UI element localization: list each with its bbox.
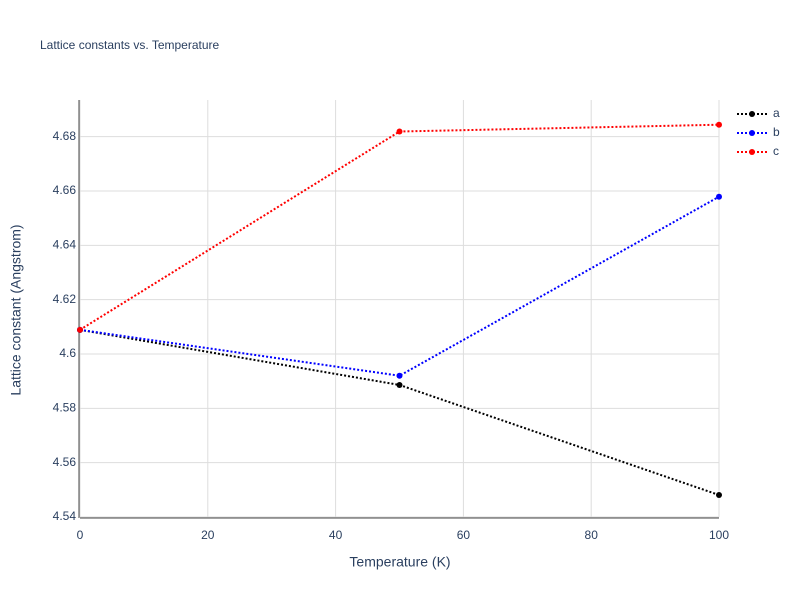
y-tick-label: 4.56 (53, 455, 77, 469)
y-tick-label: 4.68 (53, 129, 77, 143)
chart-title: Lattice constants vs. Temperature (40, 38, 220, 52)
x-axis-label: Temperature (K) (349, 554, 450, 570)
legend-marker (749, 130, 755, 136)
x-tick-label: 100 (709, 528, 729, 542)
data-point (716, 491, 722, 498)
y-tick-label: 4.64 (53, 238, 77, 252)
y-tick-label: 4.54 (53, 509, 77, 523)
data-point (396, 381, 403, 388)
x-tick-label: 80 (585, 528, 599, 542)
x-tick-label: 0 (77, 528, 84, 542)
series-line (79, 195, 720, 377)
x-tick-label: 60 (457, 528, 471, 542)
y-tick-label: 4.58 (53, 401, 77, 415)
data-point (716, 193, 722, 200)
data-point (396, 372, 403, 379)
series-line (79, 328, 720, 496)
legend-label: c (773, 144, 779, 158)
series-line (79, 123, 720, 331)
legend-label: a (773, 106, 780, 120)
y-tick-label: 4.66 (53, 183, 77, 197)
legend-marker (749, 149, 755, 155)
data-point (77, 326, 83, 333)
y-axis-label: Lattice constant (Angstrom) (8, 224, 24, 395)
x-tick-label: 40 (329, 528, 343, 542)
legend-marker (749, 111, 755, 117)
data-point (396, 128, 403, 135)
y-tick-label: 4.6 (59, 346, 76, 360)
legend-label: b (773, 125, 780, 139)
data-point (716, 121, 722, 128)
x-tick-label: 20 (201, 528, 215, 542)
y-tick-label: 4.62 (53, 292, 77, 306)
